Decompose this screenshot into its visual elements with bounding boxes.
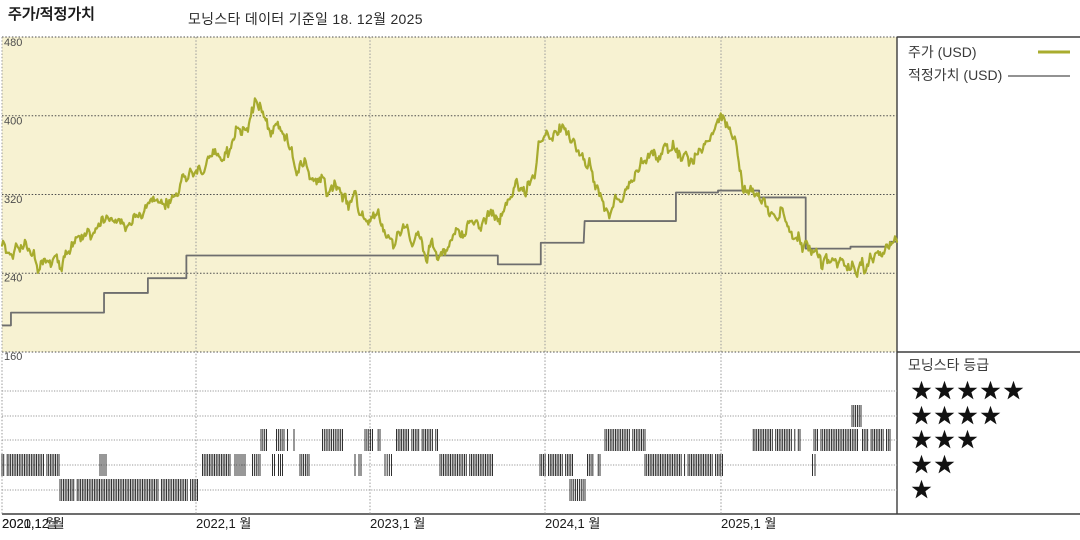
svg-text:2023,1 월: 2023,1 월 [370,516,425,531]
svg-text:320: 320 [4,194,22,206]
svg-text:2024,1 월: 2024,1 월 [545,516,600,531]
svg-text:160: 160 [4,351,22,363]
svg-text:2025,1 월: 2025,1 월 [721,516,776,531]
svg-text:모닝스타 등급: 모닝스타 등급 [908,357,989,373]
svg-text:주가 (USD): 주가 (USD) [908,44,977,60]
svg-text:2021,1 월: 2021,1 월 [2,516,57,531]
svg-text:적정가치 (USD): 적정가치 (USD) [908,67,1002,83]
svg-text:240: 240 [4,273,22,285]
svg-text:400: 400 [4,116,22,128]
svg-text:2022,1 월: 2022,1 월 [196,516,251,531]
svg-text:480: 480 [4,37,22,49]
